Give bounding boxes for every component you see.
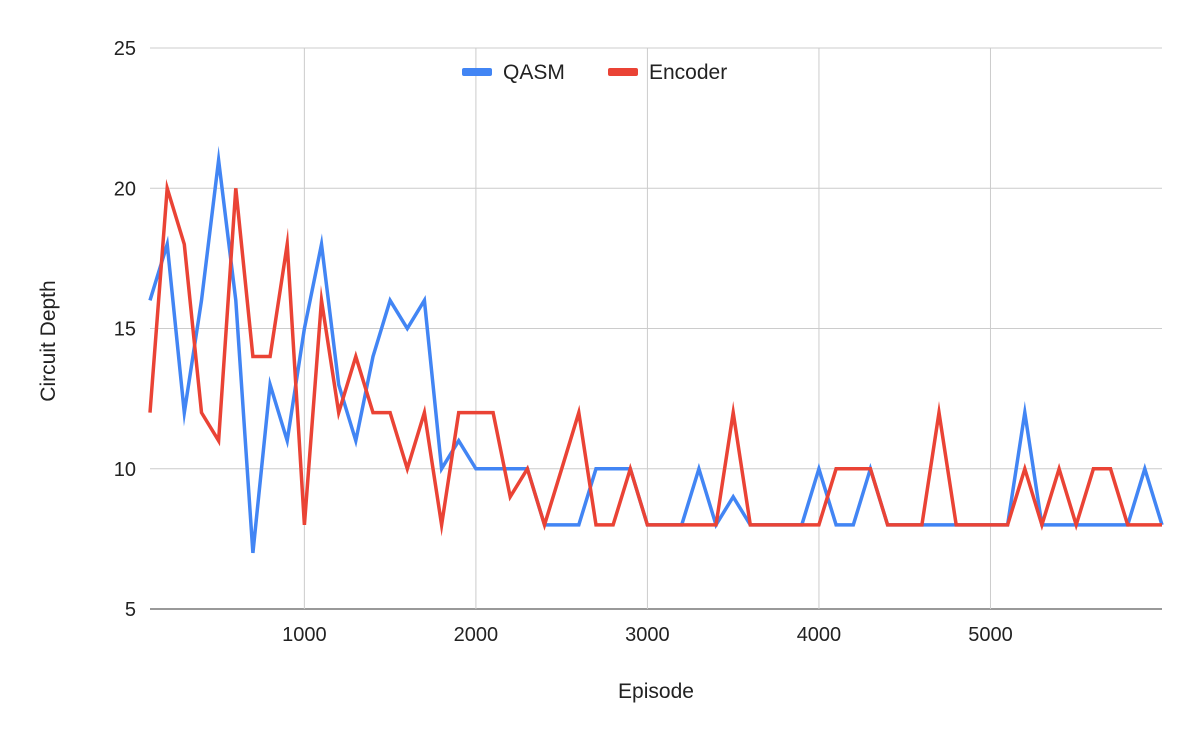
y-axis-tick-labels: 5 10 15 20 25	[114, 38, 136, 621]
y-tick-label: 15	[114, 319, 136, 341]
y-tick-label: 25	[114, 38, 136, 60]
series-line-encoder	[148, 178, 1162, 537]
series-lines	[148, 145, 1164, 554]
x-tick-label: 5000	[968, 624, 1013, 646]
x-axis-title: Episode	[618, 680, 694, 703]
legend-label-qasm: QASM	[503, 61, 565, 84]
legend: QASM Encoder	[462, 61, 727, 84]
x-tick-label: 3000	[625, 624, 670, 646]
legend-label-encoder: Encoder	[649, 61, 727, 84]
x-tick-label: 1000	[282, 624, 327, 646]
legend-swatch-encoder	[608, 68, 638, 76]
x-tick-label: 4000	[797, 624, 842, 646]
legend-swatch-qasm	[462, 68, 492, 76]
y-axis-title: Circuit Depth	[37, 280, 60, 401]
y-tick-label: 5	[125, 599, 136, 621]
y-tick-label: 20	[114, 178, 136, 200]
x-tick-label: 2000	[454, 624, 499, 646]
y-tick-label: 10	[114, 459, 136, 481]
x-axis-tick-labels: 1000 2000 3000 4000 5000	[282, 624, 1013, 646]
